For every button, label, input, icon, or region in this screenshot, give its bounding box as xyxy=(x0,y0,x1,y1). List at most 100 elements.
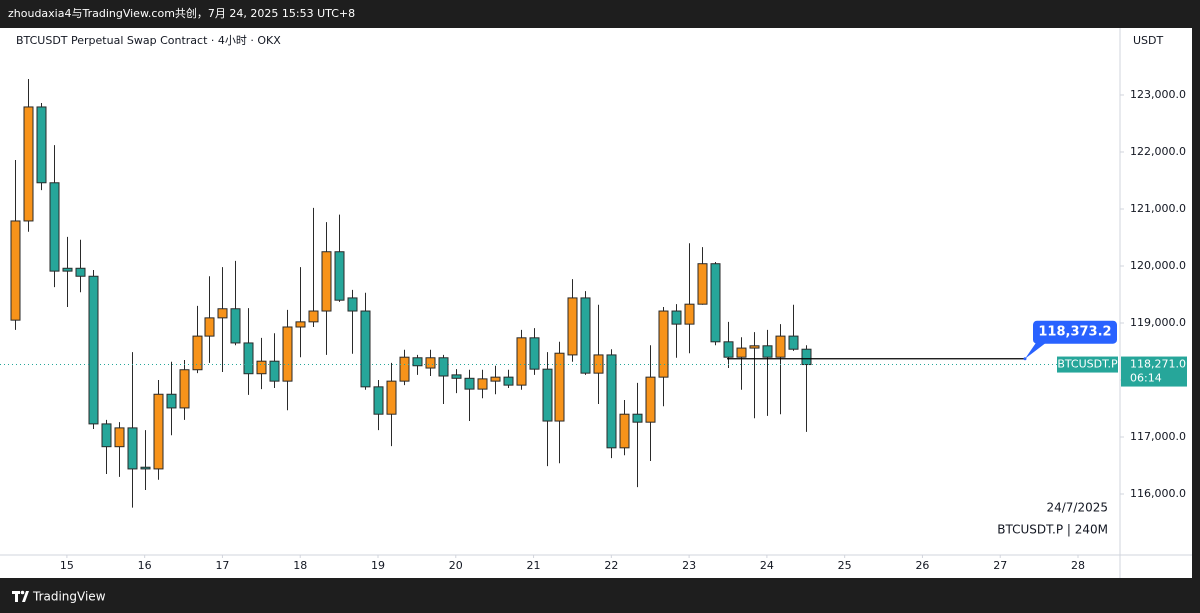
y-tick-label: 116,000.0 xyxy=(1130,487,1186,500)
alert-pointer xyxy=(1025,342,1046,359)
candle-body xyxy=(295,321,306,328)
y-tick-label: 123,000.0 xyxy=(1130,88,1186,101)
candle-body xyxy=(801,348,812,366)
alert-label: 118,373.2 xyxy=(1038,325,1111,340)
candle-body xyxy=(114,427,125,448)
candle-body xyxy=(606,354,617,449)
candle-body xyxy=(593,354,604,374)
x-tick-label: 15 xyxy=(60,559,74,572)
y-tick-label: 120,000.0 xyxy=(1130,259,1186,272)
candle-body xyxy=(166,393,177,409)
x-tick-label: 17 xyxy=(215,559,229,572)
candle-body xyxy=(62,267,73,272)
candle-body xyxy=(451,374,462,379)
candle-body xyxy=(49,182,60,272)
last-price-label: 118,271.0 xyxy=(1130,358,1186,371)
candle-body xyxy=(10,220,21,321)
candle-body xyxy=(386,380,397,415)
x-tick-label: 21 xyxy=(527,559,541,572)
x-tick-label: 24 xyxy=(760,559,774,572)
candle-body xyxy=(542,368,553,422)
candle-body xyxy=(749,345,760,349)
candle-body xyxy=(490,376,501,382)
x-tick-label: 22 xyxy=(604,559,618,572)
candle-body xyxy=(684,303,695,325)
candle-body xyxy=(243,342,254,375)
brand-name: TradingView xyxy=(32,590,106,604)
candle-body xyxy=(412,357,423,367)
candle-body xyxy=(153,393,164,470)
candle-body xyxy=(36,106,47,184)
candle-body xyxy=(723,341,734,358)
candle-body xyxy=(567,297,578,356)
candle-body xyxy=(269,360,280,382)
candle-body xyxy=(580,297,591,374)
candle-body xyxy=(710,263,721,343)
header-bar xyxy=(0,0,1200,28)
candle-body xyxy=(554,352,565,422)
x-tick-label: 18 xyxy=(293,559,307,572)
y-unit: USDT xyxy=(1133,34,1164,47)
header-text: zhoudaxia4与TradingView.com共创，7月 24, 2025… xyxy=(8,7,355,20)
x-tick-label: 16 xyxy=(138,559,152,572)
candle-body xyxy=(736,347,747,358)
candle-body xyxy=(464,377,475,390)
candle-body xyxy=(140,466,151,470)
candle-body xyxy=(23,106,34,222)
brand-logo xyxy=(12,590,29,602)
candle-body xyxy=(347,297,358,312)
x-tick-label: 19 xyxy=(371,559,385,572)
candle-body xyxy=(256,360,267,375)
x-tick-label: 23 xyxy=(682,559,696,572)
candle-body xyxy=(632,413,643,423)
candle-body xyxy=(179,369,190,409)
candle-body xyxy=(619,413,630,449)
y-tick-label: 121,000.0 xyxy=(1130,202,1186,215)
candle-body xyxy=(477,378,488,390)
chart-title: BTCUSDT Perpetual Swap Contract · 4小时 · … xyxy=(16,34,281,47)
candle-body xyxy=(192,335,203,371)
x-tick-label: 25 xyxy=(838,559,852,572)
x-tick-label: 28 xyxy=(1071,559,1085,572)
candle-body xyxy=(230,308,241,344)
candle-body xyxy=(360,310,371,388)
candle-body xyxy=(127,427,138,470)
candle-body xyxy=(334,251,345,301)
candle-body xyxy=(282,326,293,382)
candle-body xyxy=(645,376,656,423)
candle-body xyxy=(775,335,786,358)
x-tick-label: 27 xyxy=(993,559,1007,572)
y-tick-label: 117,000.0 xyxy=(1130,430,1186,443)
annotation: 24/7/2025 xyxy=(1046,501,1108,515)
candle-body xyxy=(516,337,527,386)
plot-area xyxy=(10,79,812,508)
candle-body xyxy=(204,317,215,337)
candle-body xyxy=(425,357,436,369)
last-price-countdown: 06:14 xyxy=(1130,372,1162,385)
y-tick-label: 122,000.0 xyxy=(1130,145,1186,158)
chart-panel xyxy=(0,28,1192,578)
candle-body xyxy=(503,376,514,386)
footer-bar xyxy=(0,578,1200,613)
candle-body xyxy=(671,310,682,325)
candle-body xyxy=(762,345,773,358)
annotation: BTCUSDT.P | 240M xyxy=(997,523,1108,537)
candle-body xyxy=(88,275,99,425)
candle-body xyxy=(217,308,228,319)
candle-body xyxy=(399,356,410,382)
candle-body xyxy=(75,267,86,277)
candle-body xyxy=(697,263,708,305)
alert-box xyxy=(1033,320,1117,344)
candle-body xyxy=(788,335,799,350)
candle-body xyxy=(658,310,669,378)
last-price-name: BTCUSDT.P xyxy=(1057,358,1118,371)
x-tick-label: 26 xyxy=(915,559,929,572)
candle-body xyxy=(308,310,319,323)
alert-anchor xyxy=(1023,357,1027,361)
x-tick-label: 20 xyxy=(449,559,463,572)
candle-body xyxy=(321,251,332,312)
candle-body xyxy=(101,423,112,448)
candle-body xyxy=(529,337,540,370)
